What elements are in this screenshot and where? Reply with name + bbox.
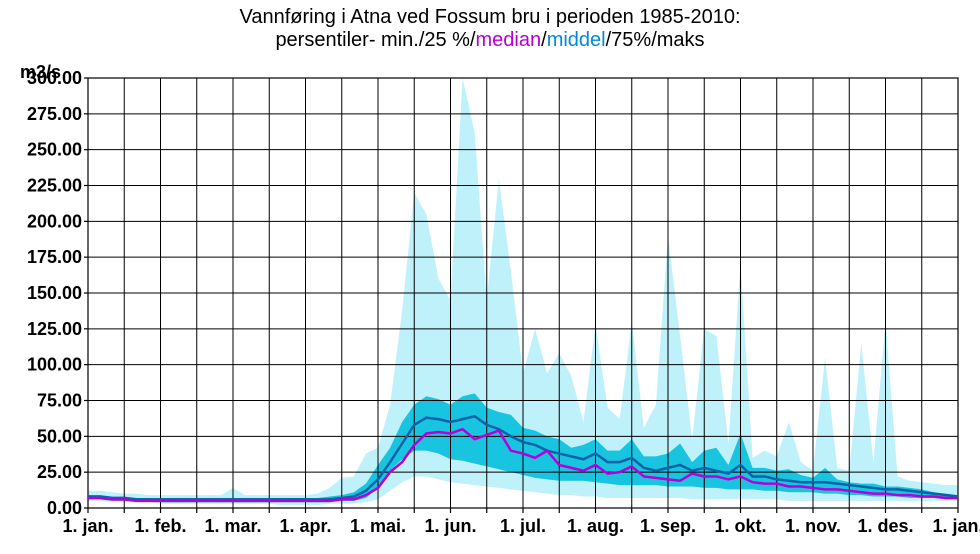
ytick-label: 275.00 — [27, 104, 82, 124]
xtick-label: 1. aug. — [567, 516, 624, 536]
ytick-label: 100.00 — [27, 355, 82, 375]
xtick-label: 1. sep. — [640, 516, 696, 536]
ytick-label: 75.00 — [37, 391, 82, 411]
ytick-label: 150.00 — [27, 283, 82, 303]
xtick-label: 1. des. — [857, 516, 913, 536]
xtick-label: 1. mar. — [204, 516, 261, 536]
ytick-label: 250.00 — [27, 140, 82, 160]
xtick-label: 1. mai. — [350, 516, 406, 536]
xtick-label: 1. apr. — [279, 516, 331, 536]
ytick-label: 125.00 — [27, 319, 82, 339]
xtick-label: 1. jul. — [500, 516, 546, 536]
ytick-label: 50.00 — [37, 426, 82, 446]
ytick-label: 225.00 — [27, 176, 82, 196]
ytick-label: 200.00 — [27, 211, 82, 231]
xtick-label: 1. jan. — [62, 516, 113, 536]
xtick-label: 1. jun. — [424, 516, 476, 536]
xtick-label: 1. nov. — [785, 516, 841, 536]
chart-svg: 0.00 25.00 50.00 75.00 100.00 125.00 150.00 175… — [0, 0, 980, 554]
ytick-label: 25.00 — [37, 462, 82, 482]
xtick-label: 1. feb. — [134, 516, 186, 536]
xtick-label: 1. okt. — [714, 516, 766, 536]
xtick-label: 1. jan. — [932, 516, 980, 536]
ytick-label: 175.00 — [27, 247, 82, 267]
ytick-label: 0.00 — [47, 498, 82, 518]
ytick-label: 300.00 — [27, 68, 82, 88]
hydrograph-chart: Vannføring i Atna ved Fossum bru i perio… — [0, 0, 980, 554]
